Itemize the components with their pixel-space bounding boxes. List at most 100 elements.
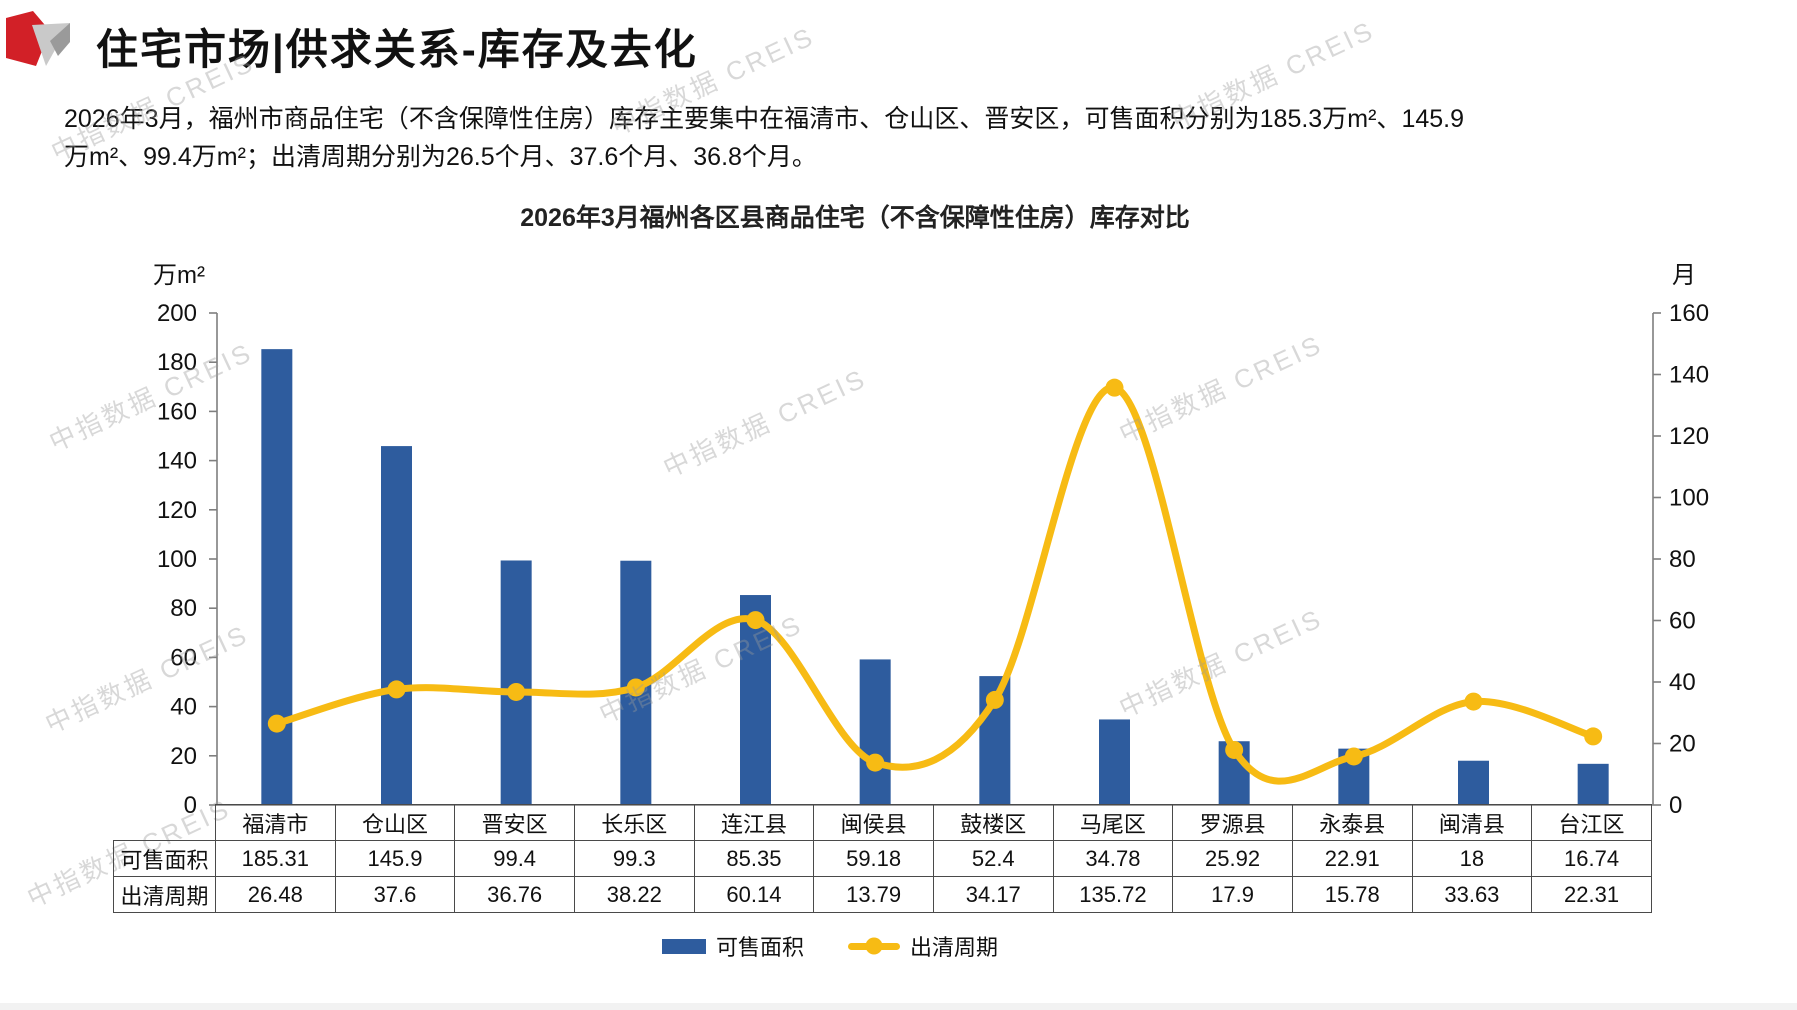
line-marker-台江区 bbox=[1584, 727, 1603, 746]
line-marker-永泰县 bbox=[1344, 747, 1363, 766]
column-header: 马尾区 bbox=[1052, 804, 1174, 841]
table-cell: 36.76 bbox=[454, 876, 575, 913]
left-axis-tick-label: 80 bbox=[170, 595, 197, 622]
legend-label: 出清周期 bbox=[910, 935, 999, 960]
column-header: 闽清县 bbox=[1411, 804, 1533, 841]
right-axis-tick-label: 60 bbox=[1669, 608, 1696, 635]
column-header: 长乐区 bbox=[573, 804, 695, 841]
right-axis-tick-label: 160 bbox=[1669, 300, 1709, 327]
bar-连江县 bbox=[740, 595, 771, 805]
bar-福清市 bbox=[261, 349, 293, 805]
right-axis-tick-label: 0 bbox=[1669, 792, 1682, 819]
bar-series bbox=[261, 349, 1609, 805]
left-axis-tick-label: 100 bbox=[157, 546, 197, 573]
bar-马尾区 bbox=[1099, 719, 1130, 805]
line-path bbox=[273, 384, 1597, 785]
table-cell: 34.78 bbox=[1052, 840, 1174, 877]
right-axis-tick-label: 120 bbox=[1669, 423, 1709, 450]
chart-legend: 可售面积 出清周期 bbox=[0, 930, 1660, 962]
column-header: 晋安区 bbox=[454, 804, 575, 841]
line-marker-马尾区 bbox=[1105, 378, 1124, 397]
line-marker-闽清县 bbox=[1464, 692, 1483, 711]
line-marker-罗源县 bbox=[1225, 740, 1244, 759]
table-cell: 34.17 bbox=[932, 876, 1054, 913]
table-cell: 33.63 bbox=[1411, 876, 1533, 913]
column-header: 连江县 bbox=[693, 804, 815, 841]
line-marker-福清市 bbox=[267, 714, 286, 733]
table-cell: 25.92 bbox=[1172, 840, 1293, 877]
column-header: 闽侯县 bbox=[813, 804, 934, 841]
table-header-row: 福清市 仓山区 晋安区 长乐区 连江县 闽侯县 鼓楼区 马尾区 罗源县 永泰县 闽清县 台江区 bbox=[114, 804, 1652, 841]
legend-marker-dot-icon bbox=[865, 937, 883, 955]
table-cell: 145.9 bbox=[334, 840, 456, 877]
table-cell: 99.4 bbox=[454, 840, 575, 877]
slide-bottom-edge bbox=[0, 1003, 1797, 1010]
table-cell: 22.91 bbox=[1291, 840, 1413, 877]
chart-title: 2026年3月福州各区县商品住宅（不含保障性住房）库存对比 bbox=[520, 204, 1190, 232]
table-row: 可售面积 185.31 145.9 99.4 99.3 85.35 59.18 52.4 34.… bbox=[113, 840, 1652, 877]
data-table: 福清市 仓山区 晋安区 长乐区 连江县 闽侯县 鼓楼区 马尾区 罗源县 永泰县 闽清县 台江区 可售面积… bbox=[113, 804, 1652, 913]
row-header: 可售面积 bbox=[113, 840, 216, 877]
page-description: 2026年3月，福州市商品住宅（不含保障性住房）库存主要集中在福清市、仓山区、晋… bbox=[64, 105, 1464, 171]
table-cell: 85.35 bbox=[693, 840, 815, 877]
legend-line-swatch-icon bbox=[848, 937, 900, 955]
table-cell: 99.3 bbox=[573, 840, 695, 877]
table-corner-cell bbox=[114, 805, 216, 841]
table-cell: 17.9 bbox=[1172, 876, 1293, 913]
right-axis-tick-label: 140 bbox=[1669, 362, 1709, 389]
line-marker-闽侯县 bbox=[866, 753, 885, 772]
line-series bbox=[267, 378, 1603, 785]
row-header: 出清周期 bbox=[113, 876, 216, 913]
table-cell: 185.31 bbox=[215, 840, 336, 877]
column-header: 台江区 bbox=[1531, 804, 1652, 841]
column-header: 鼓楼区 bbox=[932, 804, 1054, 841]
table-cell: 52.4 bbox=[932, 840, 1054, 877]
left-axis-tick-label: 60 bbox=[170, 644, 197, 671]
legend-bar-swatch-icon bbox=[661, 938, 706, 954]
left-axis-tick-label: 120 bbox=[157, 497, 197, 524]
legend-item: 可售面积 bbox=[661, 930, 804, 962]
legend-label: 可售面积 bbox=[715, 935, 804, 960]
table-cell: 22.31 bbox=[1531, 876, 1652, 913]
table-cell: 26.48 bbox=[215, 876, 336, 913]
left-axis-unit-label: 万m² bbox=[153, 262, 205, 289]
column-header: 罗源县 bbox=[1172, 804, 1293, 841]
line-marker-仓山区 bbox=[387, 680, 406, 699]
right-axis-unit-label: 月 bbox=[1672, 262, 1696, 289]
table-cell: 37.6 bbox=[334, 876, 456, 913]
table-cell: 18 bbox=[1411, 840, 1533, 877]
column-header: 永泰县 bbox=[1291, 804, 1413, 841]
line-marker-连江县 bbox=[746, 611, 765, 630]
line-marker-鼓楼区 bbox=[985, 690, 1004, 709]
bar-仓山区 bbox=[381, 446, 412, 805]
bar-闽清县 bbox=[1458, 760, 1489, 805]
left-axis-tick-label: 20 bbox=[170, 743, 197, 770]
table-cell: 38.22 bbox=[573, 876, 695, 913]
left-axis-tick-label: 200 bbox=[157, 300, 197, 327]
right-axis-tick-label: 100 bbox=[1669, 485, 1709, 512]
table-cell: 13.79 bbox=[813, 876, 934, 913]
bar-闽侯县 bbox=[859, 659, 891, 805]
table-row: 出清周期 26.48 37.6 36.76 38.22 60.14 13.79 34.17 13… bbox=[113, 876, 1652, 913]
column-header: 仓山区 bbox=[334, 804, 456, 841]
table-cell: 16.74 bbox=[1531, 840, 1652, 877]
bar-台江区 bbox=[1577, 763, 1609, 805]
table-cell: 60.14 bbox=[693, 876, 815, 913]
table-cell: 59.18 bbox=[813, 840, 934, 877]
legend-item: 出清周期 bbox=[848, 930, 998, 962]
left-axis-tick-label: 140 bbox=[157, 448, 197, 475]
left-axis-tick-label: 160 bbox=[157, 398, 197, 425]
right-axis-tick-label: 40 bbox=[1669, 669, 1696, 696]
table-cell: 15.78 bbox=[1291, 876, 1413, 913]
right-axis-tick-label: 20 bbox=[1669, 731, 1696, 758]
creis-logo-icon bbox=[6, 11, 70, 66]
column-header: 福清市 bbox=[215, 804, 336, 841]
page-title: 住宅市场|供求关系-库存及去化 bbox=[96, 26, 698, 73]
left-axis-tick-label: 180 bbox=[157, 349, 197, 376]
right-axis-tick-label: 80 bbox=[1669, 546, 1696, 573]
table-cell: 135.72 bbox=[1052, 876, 1174, 913]
left-axis-tick-label: 40 bbox=[170, 694, 197, 721]
line-marker-晋安区 bbox=[507, 682, 526, 701]
left-axis-tick-label: 0 bbox=[184, 792, 197, 819]
